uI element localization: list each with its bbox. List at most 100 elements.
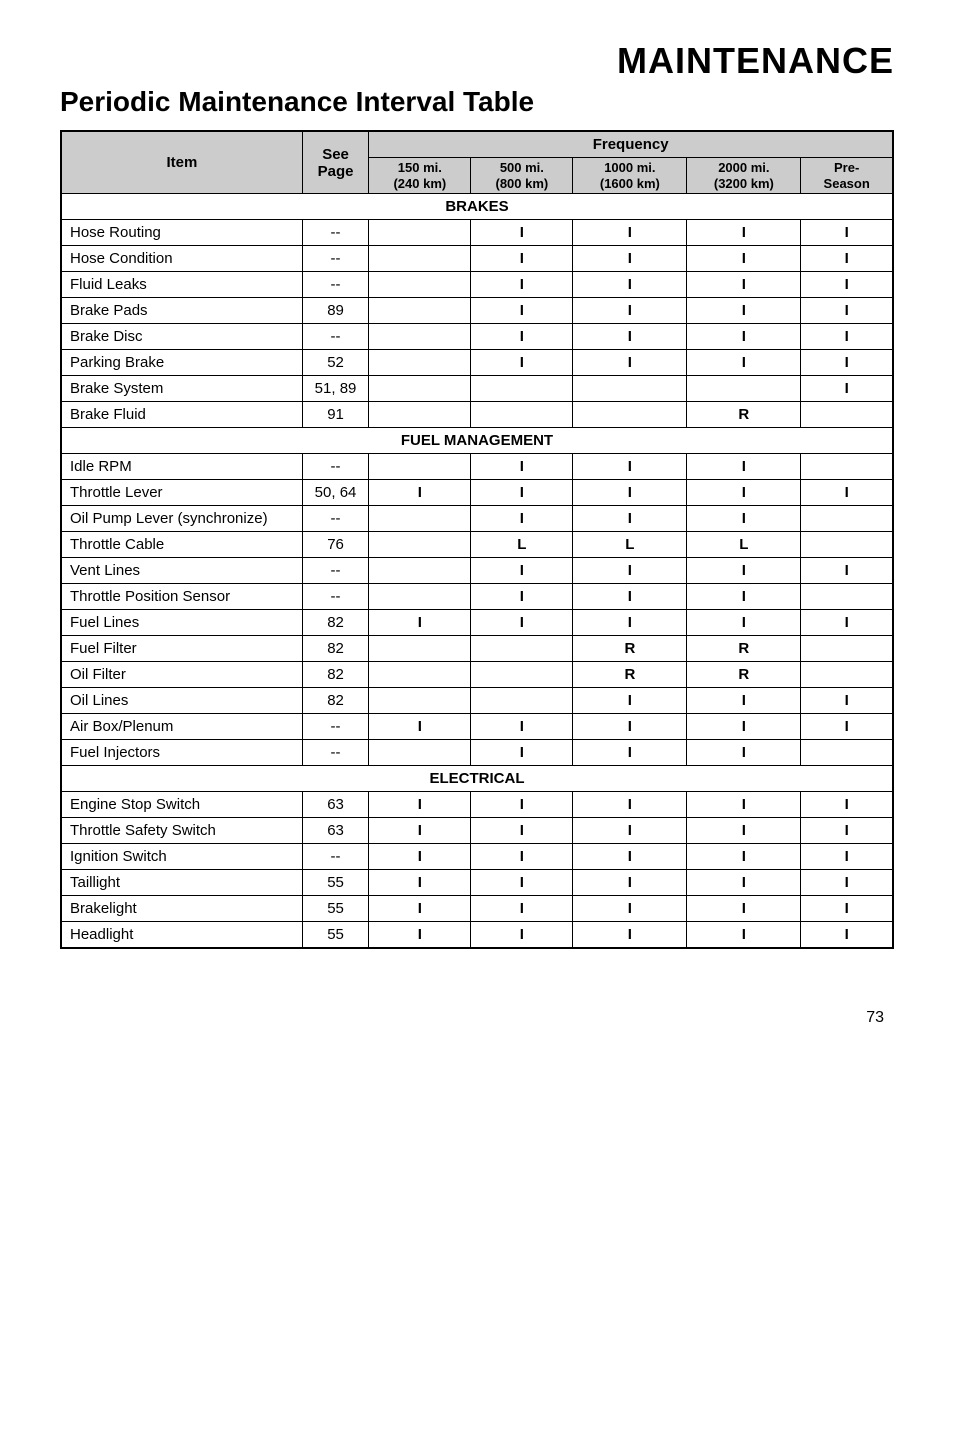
value-cell: I (471, 558, 573, 584)
item-cell: Fluid Leaks (61, 272, 302, 298)
value-cell: I (573, 246, 687, 272)
value-cell (687, 376, 801, 402)
value-cell: L (573, 532, 687, 558)
item-cell: Vent Lines (61, 558, 302, 584)
value-cell (471, 636, 573, 662)
value-cell (369, 584, 471, 610)
col-1000mi: 1000 mi. (1600 km) (573, 158, 687, 194)
table-row: Headlight55IIIII (61, 922, 893, 949)
section-name: ELECTRICAL (61, 766, 893, 792)
value-cell: I (573, 922, 687, 949)
page-cell: 63 (302, 792, 369, 818)
value-cell: I (801, 558, 893, 584)
table-row: Hose Routing--IIII (61, 220, 893, 246)
section-header: BRAKES (61, 194, 893, 220)
value-cell: I (471, 246, 573, 272)
item-cell: Hose Condition (61, 246, 302, 272)
value-cell (369, 740, 471, 766)
value-cell: I (369, 792, 471, 818)
table-row: Brake System51, 89I (61, 376, 893, 402)
value-cell: I (573, 870, 687, 896)
value-cell: I (801, 350, 893, 376)
value-cell (369, 220, 471, 246)
page-cell: 91 (302, 402, 369, 428)
table-row: Throttle Cable76LLL (61, 532, 893, 558)
table-row: Taillight55IIIII (61, 870, 893, 896)
value-cell (471, 402, 573, 428)
value-cell (801, 636, 893, 662)
value-cell: I (471, 350, 573, 376)
page-cell: 55 (302, 922, 369, 949)
value-cell: I (471, 480, 573, 506)
value-cell (369, 636, 471, 662)
value-cell (801, 506, 893, 532)
value-cell: I (471, 610, 573, 636)
value-cell: I (573, 272, 687, 298)
value-cell: I (471, 714, 573, 740)
value-cell (801, 402, 893, 428)
value-cell: R (687, 402, 801, 428)
table-row: Brake Fluid91R (61, 402, 893, 428)
page-cell: 89 (302, 298, 369, 324)
table-row: Brakelight55IIIII (61, 896, 893, 922)
value-cell: I (471, 272, 573, 298)
value-cell: R (687, 636, 801, 662)
page-cell: 55 (302, 896, 369, 922)
value-cell: I (573, 714, 687, 740)
value-cell: I (687, 454, 801, 480)
value-cell: I (573, 844, 687, 870)
col-bot: (3200 km) (714, 176, 774, 191)
section-name: FUEL MANAGEMENT (61, 428, 893, 454)
table-row: Fuel Injectors--III (61, 740, 893, 766)
value-cell: I (801, 246, 893, 272)
value-cell: I (471, 220, 573, 246)
value-cell: I (573, 896, 687, 922)
page-cell: 50, 64 (302, 480, 369, 506)
value-cell (801, 740, 893, 766)
value-cell: I (573, 688, 687, 714)
value-cell: I (471, 792, 573, 818)
value-cell: I (687, 714, 801, 740)
col-preseason: Pre- Season (801, 158, 893, 194)
value-cell: I (687, 246, 801, 272)
value-cell: I (573, 324, 687, 350)
value-cell: I (573, 480, 687, 506)
page-cell: -- (302, 272, 369, 298)
page-cell: -- (302, 714, 369, 740)
value-cell: I (471, 844, 573, 870)
table-row: Air Box/Plenum--IIIII (61, 714, 893, 740)
value-cell (573, 402, 687, 428)
page-cell: -- (302, 454, 369, 480)
page-cell: -- (302, 740, 369, 766)
value-cell: I (687, 272, 801, 298)
sub-title: Periodic Maintenance Interval Table (60, 86, 894, 118)
value-cell: I (573, 350, 687, 376)
value-cell: I (687, 506, 801, 532)
value-cell: I (801, 610, 893, 636)
value-cell: I (801, 818, 893, 844)
value-cell (471, 376, 573, 402)
item-cell: Taillight (61, 870, 302, 896)
table-row: Hose Condition--IIII (61, 246, 893, 272)
item-cell: Air Box/Plenum (61, 714, 302, 740)
item-cell: Brake System (61, 376, 302, 402)
value-cell: I (573, 610, 687, 636)
value-cell: I (471, 506, 573, 532)
value-cell (801, 454, 893, 480)
value-cell: I (801, 870, 893, 896)
table-row: Engine Stop Switch63IIIII (61, 792, 893, 818)
value-cell: I (801, 688, 893, 714)
page-cell: 76 (302, 532, 369, 558)
value-cell: I (687, 870, 801, 896)
col-bot: (240 km) (393, 176, 446, 191)
item-cell: Throttle Safety Switch (61, 818, 302, 844)
table-row: Oil Pump Lever (synchronize)--III (61, 506, 893, 532)
section-header: ELECTRICAL (61, 766, 893, 792)
col-top: 500 mi. (500, 160, 544, 175)
col-top: 1000 mi. (604, 160, 655, 175)
table-row: Fuel Lines82IIIII (61, 610, 893, 636)
table-row: Vent Lines--IIII (61, 558, 893, 584)
item-cell: Brake Disc (61, 324, 302, 350)
value-cell: I (801, 714, 893, 740)
col-bot: (1600 km) (600, 176, 660, 191)
